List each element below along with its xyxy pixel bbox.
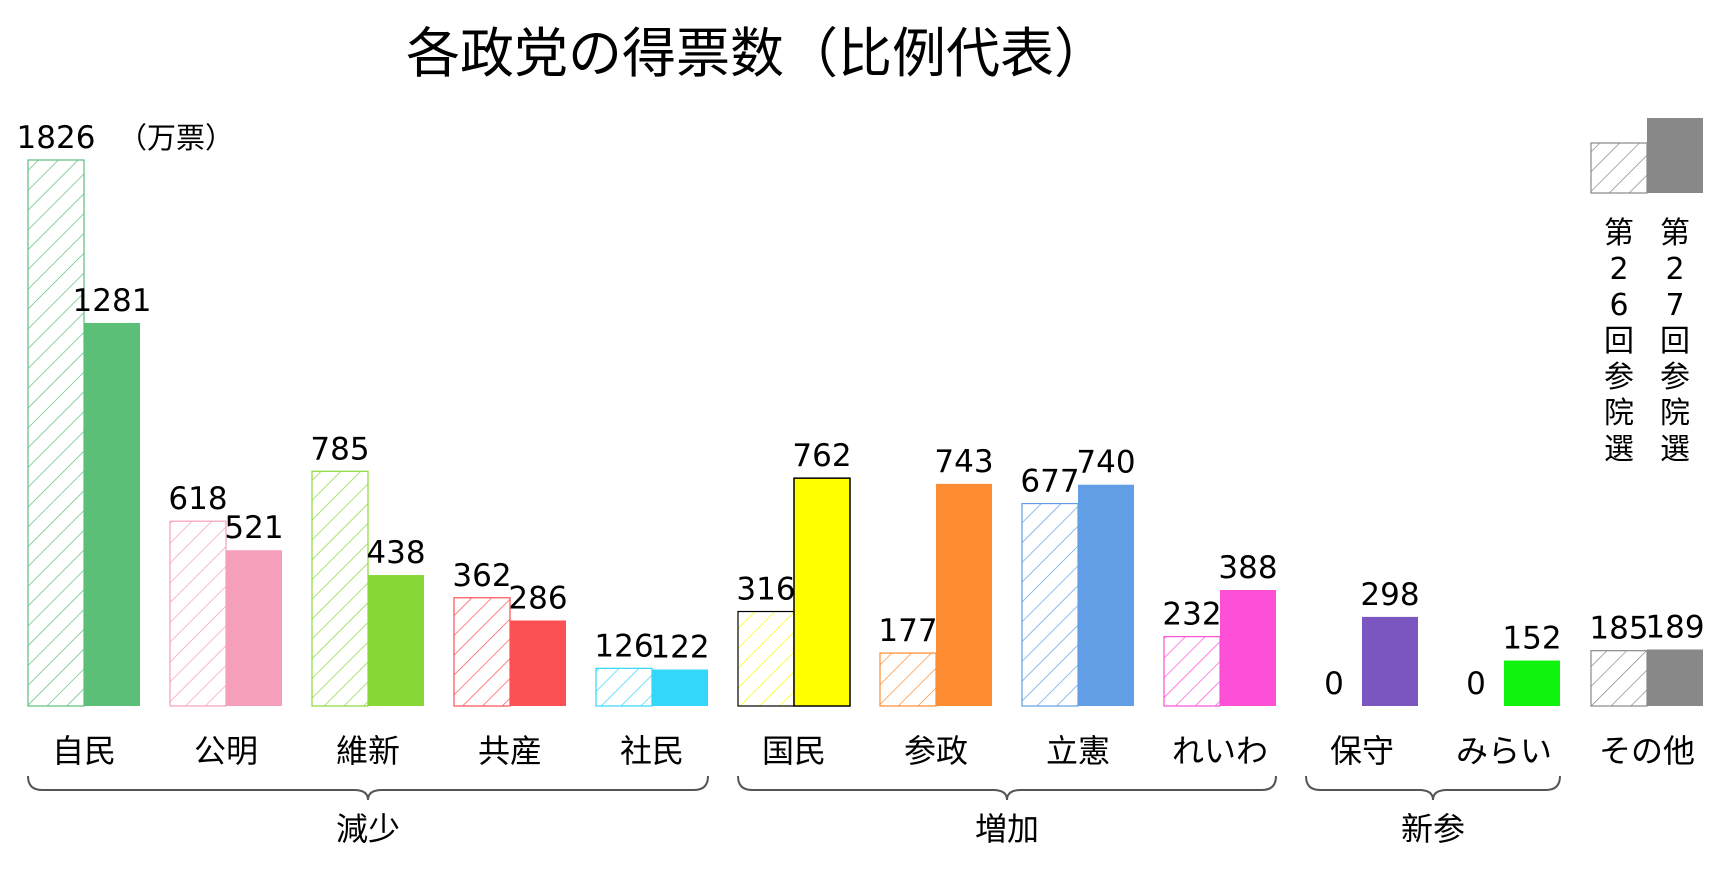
legend-swatch-curr xyxy=(1647,118,1703,193)
bar-prev-6 xyxy=(879,652,937,707)
value-label-prev-0: 1826 xyxy=(17,120,96,156)
brace-0 xyxy=(27,775,709,801)
legend-label-1-char: 回 xyxy=(1660,324,1690,359)
legend-label-1-char: 2 xyxy=(1665,252,1684,287)
legend-label-0-char: 回 xyxy=(1604,324,1634,359)
bar-prev-0 xyxy=(27,159,85,707)
bar-prev-2 xyxy=(311,470,369,707)
bar-curr-10 xyxy=(1504,660,1560,706)
category-label-0: 自民 xyxy=(52,732,116,770)
unit-label: （万票） xyxy=(118,121,234,155)
legend-label-0-char: 参 xyxy=(1604,360,1634,395)
value-label-prev-7: 677 xyxy=(1020,464,1079,500)
value-label-curr-0: 1281 xyxy=(73,283,152,319)
value-label-curr-3: 286 xyxy=(508,580,567,616)
bar-curr-3 xyxy=(510,620,566,706)
value-label-prev-2: 785 xyxy=(310,431,369,467)
legend-label-1-char: 院 xyxy=(1660,396,1690,431)
value-label-curr-1: 521 xyxy=(224,510,283,546)
legend-label-0-char: 院 xyxy=(1604,396,1634,431)
bar-curr-7 xyxy=(1078,484,1134,706)
bar-prev-7 xyxy=(1021,502,1079,707)
bar-curr-2 xyxy=(368,575,424,706)
category-label-4: 社民 xyxy=(620,732,684,770)
bar-curr-6 xyxy=(936,483,992,706)
value-label-prev-8: 232 xyxy=(1162,597,1221,633)
value-label-curr-10: 152 xyxy=(1502,621,1561,657)
legend-label-1-char: 選 xyxy=(1660,432,1690,467)
bar-prev-4 xyxy=(595,667,653,707)
value-label-prev-4: 126 xyxy=(594,628,653,664)
chart-title: 各政党の得票数（比例代表） xyxy=(406,22,1108,85)
value-label-curr-2: 438 xyxy=(366,535,425,571)
category-label-5: 国民 xyxy=(762,732,826,770)
bar-prev-1 xyxy=(169,520,227,707)
category-label-6: 参政 xyxy=(904,732,968,770)
legend-label-0-char: 第 xyxy=(1604,216,1634,251)
value-label-curr-5: 762 xyxy=(792,438,851,474)
legend-label-0-char: 2 xyxy=(1609,252,1628,287)
value-label-prev-1: 618 xyxy=(168,481,227,517)
bar-curr-9 xyxy=(1362,616,1418,706)
legend-label-1-char: 第 xyxy=(1660,216,1690,251)
value-label-prev-9: 0 xyxy=(1324,666,1344,702)
legend-label-1-char: 7 xyxy=(1665,288,1684,323)
category-label-7: 立憲 xyxy=(1046,732,1110,770)
value-label-prev-5: 316 xyxy=(736,572,795,608)
value-label-prev-11: 185 xyxy=(1589,611,1648,647)
category-label-9: 保守 xyxy=(1330,732,1394,770)
brace-1 xyxy=(737,775,1277,801)
legend-swatch-prev xyxy=(1590,142,1648,194)
value-label-curr-9: 298 xyxy=(1360,577,1419,613)
bar-prev-8 xyxy=(1163,636,1221,707)
value-label-curr-11: 189 xyxy=(1645,609,1704,645)
bar-curr-8 xyxy=(1220,589,1276,706)
category-label-3: 共産 xyxy=(478,732,542,770)
category-label-8: れいわ xyxy=(1172,732,1268,770)
category-label-2: 維新 xyxy=(336,732,400,770)
legend-label-1-char: 参 xyxy=(1660,360,1690,395)
value-label-curr-6: 743 xyxy=(934,444,993,480)
brace-2 xyxy=(1305,775,1561,801)
category-label-11: その他 xyxy=(1599,732,1695,770)
value-label-prev-10: 0 xyxy=(1466,666,1486,702)
bar-curr-0 xyxy=(84,322,140,706)
bar-prev-3 xyxy=(453,597,511,707)
group-label-0: 減少 xyxy=(336,810,400,848)
category-label-10: みらい xyxy=(1456,732,1552,770)
bar-curr-4 xyxy=(652,669,708,706)
value-label-curr-8: 388 xyxy=(1218,550,1277,586)
group-label-2: 新参 xyxy=(1401,810,1465,848)
bar-curr-1 xyxy=(226,550,282,706)
legend-label-0-char: 6 xyxy=(1609,288,1628,323)
group-braces: 減少 増加 新参 xyxy=(27,775,1561,848)
category-label-1: 公明 xyxy=(194,732,258,770)
value-label-curr-4: 122 xyxy=(650,630,709,666)
bar-curr-11 xyxy=(1647,649,1703,706)
bar-curr-5 xyxy=(793,477,851,707)
value-label-prev-6: 177 xyxy=(878,613,937,649)
value-label-curr-7: 740 xyxy=(1076,445,1135,481)
bar-prev-5 xyxy=(737,610,795,707)
legend-label-0-char: 選 xyxy=(1604,432,1634,467)
group-label-1: 増加 xyxy=(975,810,1039,848)
bar-prev-11 xyxy=(1590,650,1648,707)
value-label-prev-3: 362 xyxy=(452,558,511,594)
